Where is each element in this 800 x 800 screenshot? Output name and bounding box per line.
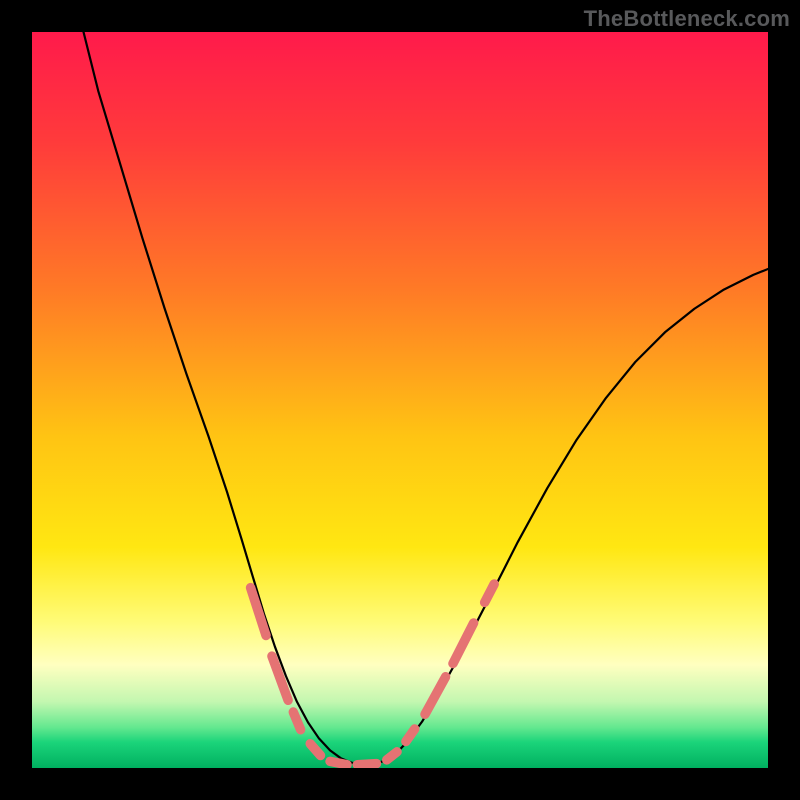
marker-segment [357,764,376,765]
plot-background-gradient [32,32,768,768]
watermark-text: TheBottleneck.com [584,6,790,32]
bottleneck-chart [0,0,800,800]
marker-segment [387,752,397,760]
marker-segment [330,761,347,764]
chart-frame: TheBottleneck.com [0,0,800,800]
